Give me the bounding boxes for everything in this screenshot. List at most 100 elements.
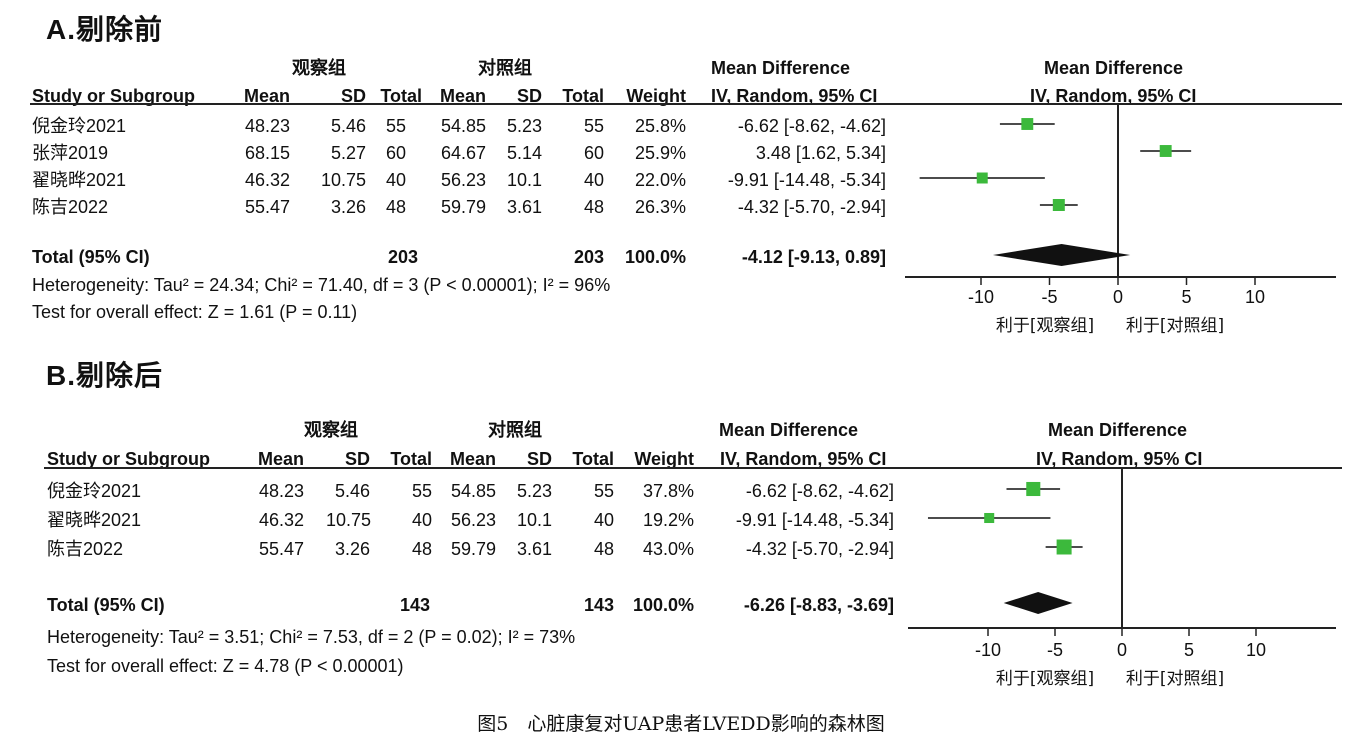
col-header-study: Study or Subgroup <box>32 86 195 106</box>
group1-label: 观察组 <box>304 420 358 440</box>
g2-total: 60 <box>583 143 604 163</box>
plot-header: Mean Difference <box>1044 58 1184 78</box>
favours-right-label: 利于[对照组] <box>1126 669 1224 689</box>
g2-mean: 56.23 <box>450 510 496 530</box>
study-name: 倪金玲2021 <box>47 481 142 501</box>
g2-total: 143 <box>583 595 614 615</box>
col-header-sd: SD <box>516 86 542 106</box>
x-tick-label: 10 <box>1245 287 1265 307</box>
col-header-mean: Mean <box>257 449 304 469</box>
g1-total: 55 <box>385 116 406 136</box>
g1-sd: 3.26 <box>330 197 366 217</box>
study-marker <box>1056 539 1072 555</box>
col-header-ci: IV, Random, 95% CI <box>711 86 878 106</box>
weight: 43.0% <box>642 539 694 559</box>
g1-mean: 48.23 <box>258 481 304 501</box>
header-rule <box>30 103 1342 105</box>
study-marker <box>1159 145 1172 157</box>
g1-mean: 46.32 <box>244 170 290 190</box>
ci-text: 3.48 [1.62, 5.34] <box>755 143 886 163</box>
g2-sd: 3.61 <box>506 197 542 217</box>
g1-sd: 10.75 <box>326 510 372 530</box>
g2-total: 55 <box>583 116 604 136</box>
effect-header: Mean Difference <box>719 420 859 440</box>
weight: 37.8% <box>642 481 694 501</box>
g2-total: 48 <box>593 539 614 559</box>
g2-mean: 64.67 <box>440 143 486 163</box>
ci-text: -4.12 [-9.13, 0.89] <box>741 247 886 267</box>
plot-subheader: IV, Random, 95% CI <box>1030 86 1197 106</box>
g1-total: 203 <box>387 247 418 267</box>
g1-mean: 46.32 <box>258 510 304 530</box>
col-header-sd: SD <box>526 449 552 469</box>
g1-total: 40 <box>385 170 406 190</box>
g2-total: 55 <box>593 481 614 501</box>
g2-total: 40 <box>593 510 614 530</box>
group1-label: 观察组 <box>292 58 346 78</box>
study-marker <box>1026 481 1041 497</box>
panel-title: A.剔除前 <box>46 14 164 45</box>
g1-total: 60 <box>385 143 406 163</box>
figure-caption: 图5 心脏康复对UAP患者LVEDD影响的森林图 <box>477 713 885 735</box>
g1-total: 143 <box>399 595 430 615</box>
favours-right-label: 利于[对照组] <box>1126 316 1224 336</box>
study-name: 陈吉2022 <box>32 197 109 217</box>
favours-left-label: 利于[观察组] <box>996 316 1094 336</box>
heterogeneity: Heterogeneity: Tau² = 24.34; Chi² = 71.4… <box>32 275 611 295</box>
weight: 19.2% <box>642 510 694 530</box>
x-tick-label: 5 <box>1184 640 1194 660</box>
overall-effect: Test for overall effect: Z = 4.78 (P < 0… <box>47 656 404 676</box>
col-header-mean: Mean <box>243 86 290 106</box>
x-tick-label: 0 <box>1113 287 1123 307</box>
study-name: 翟晓晔2021 <box>47 510 142 530</box>
x-tick-label: 5 <box>1181 287 1191 307</box>
study-name: 翟晓晔2021 <box>32 170 127 190</box>
ci-text: -6.62 [-8.62, -4.62] <box>737 116 886 136</box>
favours-left-label: 利于[观察组] <box>996 669 1094 689</box>
total-label: Total (95% CI) <box>32 247 150 267</box>
g2-sd: 10.1 <box>516 510 552 530</box>
plot-header: Mean Difference <box>1048 420 1188 440</box>
g2-total: 203 <box>573 247 604 267</box>
x-tick-label: -5 <box>1047 640 1063 660</box>
col-header-weight: Weight <box>634 449 694 469</box>
g1-sd: 3.26 <box>334 539 370 559</box>
study-name: 张萍2019 <box>32 143 109 163</box>
weight: 25.8% <box>634 116 686 136</box>
g2-sd: 3.61 <box>516 539 552 559</box>
x-tick-label: 10 <box>1246 640 1266 660</box>
x-tick-label: -5 <box>1041 287 1057 307</box>
ci-text: -9.91 [-14.48, -5.34] <box>727 170 886 190</box>
total-label: Total (95% CI) <box>47 595 165 615</box>
g1-sd: 5.46 <box>330 116 366 136</box>
header-rule <box>44 467 1342 469</box>
weight: 100.0% <box>632 595 694 615</box>
g1-total: 40 <box>411 510 432 530</box>
study-name: 倪金玲2021 <box>32 116 127 136</box>
weight: 26.3% <box>634 197 686 217</box>
col-header-mean: Mean <box>439 86 486 106</box>
g2-mean: 54.85 <box>440 116 486 136</box>
x-tick-label: -10 <box>975 640 1001 660</box>
g1-mean: 55.47 <box>258 539 304 559</box>
g2-sd: 10.1 <box>506 170 542 190</box>
study-marker <box>984 512 995 524</box>
g2-sd: 5.14 <box>506 143 542 163</box>
col-header-study: Study or Subgroup <box>47 449 210 469</box>
g1-mean: 55.47 <box>244 197 290 217</box>
g1-sd: 5.27 <box>330 143 366 163</box>
g1-total: 55 <box>411 481 432 501</box>
plot-subheader: IV, Random, 95% CI <box>1036 449 1203 469</box>
ci-text: -6.26 [-8.83, -3.69] <box>743 595 894 615</box>
weight: 100.0% <box>624 247 686 267</box>
col-header-total: Total <box>572 449 614 469</box>
col-header-ci: IV, Random, 95% CI <box>720 449 887 469</box>
panel-title: B.剔除后 <box>46 360 164 391</box>
study-marker <box>1021 118 1034 130</box>
heterogeneity: Heterogeneity: Tau² = 3.51; Chi² = 7.53,… <box>47 627 576 647</box>
study-marker <box>976 172 988 184</box>
g1-total: 48 <box>411 539 432 559</box>
study-marker <box>1052 199 1065 211</box>
group2-label: 对照组 <box>488 420 542 440</box>
